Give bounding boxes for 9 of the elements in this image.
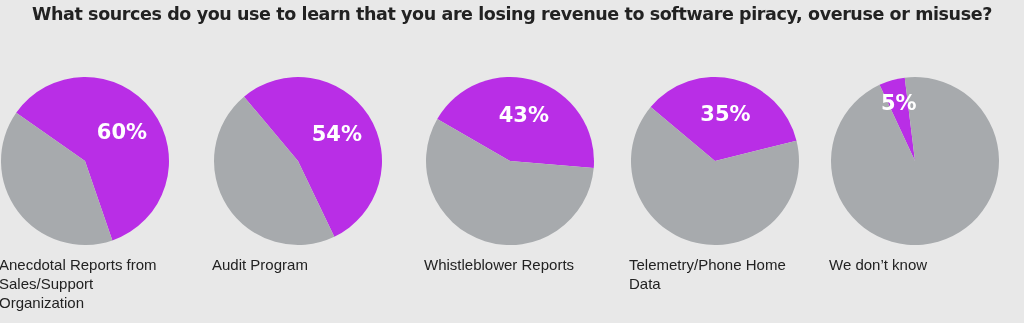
text: Audit Program — [212, 255, 309, 274]
data-label: 43% — [498, 103, 549, 128]
text: What sources do you use to learn that you are losing revenue to software piracy, overuse or misuse? — [31, 4, 993, 24]
data-label: 54% — [311, 122, 362, 147]
text: Telemetry/Phone Home Data — [629, 255, 787, 293]
data-label: 60% — [96, 119, 148, 144]
data-label: 35% — [700, 102, 751, 127]
text: Whistleblower Reports — [424, 255, 576, 274]
text: We don’t know — [829, 255, 929, 274]
